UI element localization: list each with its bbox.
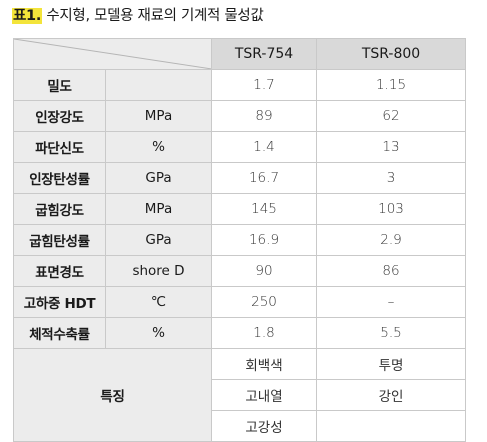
value-cell: 89 — [211, 100, 317, 132]
value-cell: 1.8 — [211, 317, 317, 349]
row-unit: shore D — [105, 255, 212, 287]
column-header-2: TSR-800 — [316, 38, 466, 70]
value-cell: 90 — [211, 255, 317, 287]
value-cell: 145 — [211, 193, 317, 225]
table-row: 체적수축률 % 1.8 5.5 — [13, 317, 466, 349]
value-cell: 1.15 — [316, 69, 466, 101]
table-caption: 표1. 수지형, 모델용 재료의 기계적 물성값 — [12, 4, 264, 28]
row-label: 고하중 HDT — [13, 286, 106, 318]
row-label: 체적수축률 — [13, 317, 106, 349]
row-unit: MPa — [105, 100, 212, 132]
value-cell: 1.4 — [211, 131, 317, 163]
table-row: 고하중 HDT ℃ 250 – — [13, 286, 466, 318]
features-label: 특징 — [13, 348, 212, 442]
table-row: 인장강도 MPa 89 62 — [13, 100, 466, 132]
value-cell: 86 — [316, 255, 466, 287]
features-row: 고내열 강인 — [14, 379, 466, 411]
value-cell: 1.7 — [211, 69, 317, 101]
row-label: 인장강도 — [13, 100, 106, 132]
row-label: 밀도 — [13, 69, 106, 101]
value-cell: 3 — [316, 162, 466, 194]
row-label: 굽힘강도 — [13, 193, 106, 225]
row-label: 표면경도 — [13, 255, 106, 287]
row-unit: % — [105, 131, 212, 163]
table-row: 밀도 1.7 1.15 — [13, 69, 466, 101]
feature-cell: 회백색 — [211, 348, 317, 380]
column-header-1: TSR-754 — [211, 38, 317, 70]
value-cell: 103 — [316, 193, 466, 225]
row-label: 인장탄성률 — [13, 162, 106, 194]
caption-tag: 표1. — [12, 8, 43, 24]
value-cell: 2.9 — [316, 224, 466, 256]
feature-cell: 고내열 — [211, 379, 317, 411]
row-unit: ℃ — [105, 286, 212, 318]
value-cell: 62 — [316, 100, 466, 132]
value-cell: – — [316, 286, 466, 318]
table-row: 굽힘강도 MPa 145 103 — [13, 193, 466, 225]
value-cell: 250 — [211, 286, 317, 318]
diagonal-line — [14, 39, 211, 69]
table-row: 표면경도 shore D 90 86 — [13, 255, 466, 287]
value-cell: 16.7 — [211, 162, 317, 194]
table-row: 파단신도 % 1.4 13 — [13, 131, 466, 163]
row-label: 파단신도 — [13, 131, 106, 163]
row-unit: MPa — [105, 193, 212, 225]
caption-text: 수지형, 모델용 재료의 기계적 물성값 — [42, 8, 264, 24]
corner-cell — [13, 38, 212, 70]
feature-cell: 강인 — [316, 379, 466, 411]
row-unit: GPa — [105, 224, 212, 256]
value-cell: 16.9 — [211, 224, 317, 256]
value-cell: 5.5 — [316, 317, 466, 349]
row-unit: % — [105, 317, 212, 349]
header-row: TSR-754 TSR-800 — [13, 38, 466, 70]
feature-cell: 고강성 — [211, 410, 317, 442]
feature-cell: 투명 — [316, 348, 466, 380]
features-row: 특징 회백색 투명 — [13, 348, 466, 442]
table-row: 인장탄성률 GPa 16.7 3 — [13, 162, 466, 194]
feature-cell — [316, 410, 466, 442]
row-unit — [105, 69, 212, 101]
properties-table: TSR-754 TSR-800 밀도 1.7 1.15 인장강도 MPa 89 … — [13, 38, 466, 442]
row-label: 굽힘탄성률 — [13, 224, 106, 256]
table-row: 굽힘탄성률 GPa 16.9 2.9 — [13, 224, 466, 256]
value-cell: 13 — [316, 131, 466, 163]
row-unit: GPa — [105, 162, 212, 194]
